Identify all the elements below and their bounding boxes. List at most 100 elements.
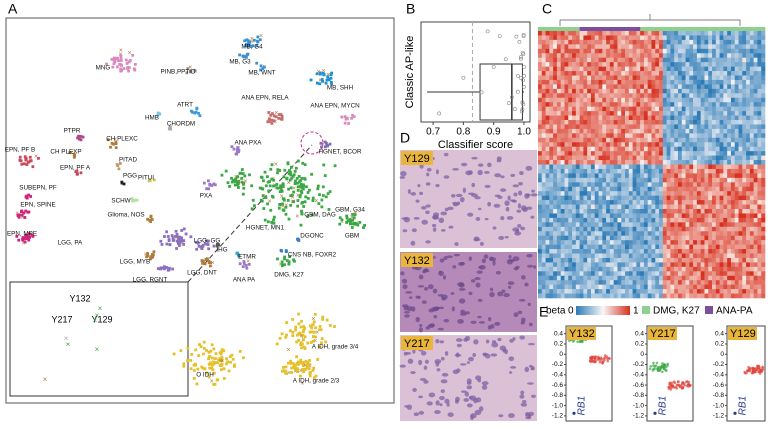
tsne-point [175, 247, 178, 250]
tsne-point [303, 346, 306, 349]
tsne-point [80, 171, 83, 174]
heatmap-cell [678, 218, 682, 223]
heatmap-cell [674, 40, 678, 45]
heatmap-cell [599, 76, 603, 81]
heatmap-cell [568, 111, 572, 116]
heatmap-cell [720, 191, 724, 196]
heatmap-cell [663, 173, 667, 178]
heatmap-cell [617, 156, 621, 161]
heatmap-cell [663, 116, 667, 121]
heatmap-cell [629, 200, 633, 205]
heatmap-cell [576, 53, 580, 58]
heatmap-cell [625, 196, 629, 201]
heatmap-cell [568, 182, 572, 187]
heatmap-cell [670, 236, 674, 241]
heatmap-cell [602, 227, 606, 232]
heatmap-cell [591, 218, 595, 223]
heatmap-cell [648, 156, 652, 161]
heatmap-cell [583, 231, 587, 236]
heatmap-cell [557, 245, 561, 250]
heatmap-cell [663, 213, 667, 218]
tsne-point [285, 334, 288, 337]
heatmap-cell [629, 76, 633, 81]
heatmap-cell [614, 67, 618, 72]
heatmap-cell [746, 147, 750, 152]
heatmap-cell [580, 262, 584, 267]
heatmap-cell [682, 67, 686, 72]
tsne-point [125, 59, 128, 62]
heatmap-cell [557, 227, 561, 232]
heatmap-cell [750, 218, 754, 223]
heatmap-cell [576, 289, 580, 294]
heatmap-cell [686, 111, 690, 116]
heatmap-cell [625, 191, 629, 196]
heatmap-cell [610, 205, 614, 210]
heatmap-cell [549, 213, 553, 218]
heatmap-cell [708, 294, 712, 299]
heatmap-cell [689, 44, 693, 49]
heatmap-cell [636, 107, 640, 112]
heatmap-cell [602, 138, 606, 143]
heatmap-cell [617, 267, 621, 272]
heatmap-cell [549, 178, 553, 183]
heatmap-cell [625, 262, 629, 267]
heatmap-cell [561, 35, 565, 40]
heatmap-cell [617, 262, 621, 267]
heatmap-cell [576, 84, 580, 89]
heatmap-cell [557, 231, 561, 236]
heatmap-cell [655, 160, 659, 165]
cluster-label: EPN, PF A [60, 165, 91, 172]
cluster-label: PGG [123, 173, 137, 180]
heatmap-cell [731, 213, 735, 218]
heatmap-cell [735, 280, 739, 285]
heatmap-cell [731, 44, 735, 49]
heatmap-cell [750, 280, 754, 285]
heatmap-cell [610, 209, 614, 214]
heatmap-cell [617, 280, 621, 285]
heatmap-cell [572, 80, 576, 85]
heatmap-cell [610, 89, 614, 94]
heatmap-cell [678, 107, 682, 112]
heatmap-cell [686, 80, 690, 85]
heatmap-cell [678, 254, 682, 259]
nucleus [521, 275, 526, 280]
heatmap-cell [670, 89, 674, 94]
heatmap-cell [561, 169, 565, 174]
heatmap-cell [731, 160, 735, 165]
heatmap-cell [754, 196, 758, 201]
heatmap-cell [625, 93, 629, 98]
heatmap-cell [750, 209, 754, 214]
heatmap-cell [553, 285, 557, 290]
heatmap-cell [712, 240, 716, 245]
heatmap-cell [659, 294, 663, 299]
tsne-point [282, 208, 285, 211]
heatmap-cell [697, 173, 701, 178]
heatmap-cell [727, 267, 731, 272]
heatmap-cell [708, 280, 712, 285]
panel-label: A [8, 1, 18, 17]
heatmap-cell [633, 147, 637, 152]
group-bar [655, 27, 659, 31]
heatmap-cell [557, 142, 561, 147]
heatmap-cell [599, 178, 603, 183]
heatmap-cell [735, 240, 739, 245]
heatmap-cell [757, 84, 761, 89]
heatmap-cell [670, 35, 674, 40]
group-bar [697, 27, 701, 31]
heatmap-cell [652, 107, 656, 112]
heatmap-cell [644, 200, 648, 205]
heatmap-cell [614, 231, 618, 236]
heatmap-cell [614, 76, 618, 81]
heatmap-cell [659, 289, 663, 294]
heatmap-cell [720, 294, 724, 299]
heatmap-cell [564, 120, 568, 125]
heatmap-cell [701, 93, 705, 98]
heatmap-cell [674, 107, 678, 112]
tsne-point [220, 368, 223, 371]
heatmap-cell [606, 173, 610, 178]
heatmap-cell [708, 116, 712, 121]
heatmap-cell [667, 58, 671, 63]
heatmap-cell [538, 289, 542, 294]
heatmap-cell [655, 245, 659, 250]
heatmap-cell [674, 120, 678, 125]
